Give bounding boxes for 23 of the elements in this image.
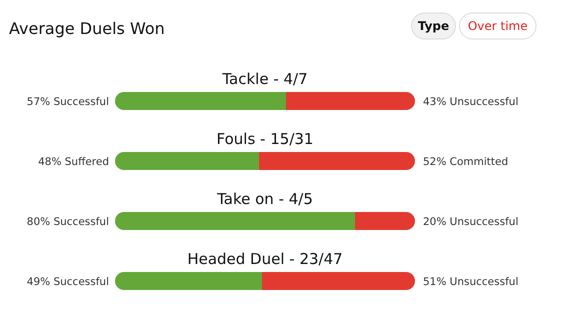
data-label: 80% Successful — [26, 216, 109, 228]
data-label: 20% Unsuccessful — [423, 216, 518, 228]
bar — [115, 152, 259, 170]
bar — [286, 92, 415, 110]
bar — [115, 212, 355, 230]
data-label: 57% Successful — [26, 96, 109, 108]
y-tick-label: Take on - 4/5 — [216, 190, 313, 208]
data-label: 52% Committed — [423, 156, 508, 168]
data-label: 49% Successful — [26, 276, 109, 288]
bar — [259, 152, 415, 170]
data-label: 48% Suffered — [38, 156, 109, 168]
y-tick-label: Headed Duel - 23/47 — [187, 250, 343, 268]
chart-title: Average Duels Won — [9, 19, 165, 38]
bar — [115, 272, 262, 290]
data-label: 51% Unsuccessful — [423, 276, 518, 288]
bar — [115, 92, 286, 110]
text: Over time — [468, 19, 528, 33]
text: Type — [418, 19, 450, 33]
y-tick-label: Fouls - 15/31 — [216, 130, 314, 148]
bar — [355, 212, 415, 230]
y-tick-label: Tackle - 4/7 — [221, 70, 308, 88]
bar — [262, 272, 415, 290]
data-label: 43% Unsuccessful — [423, 96, 518, 108]
